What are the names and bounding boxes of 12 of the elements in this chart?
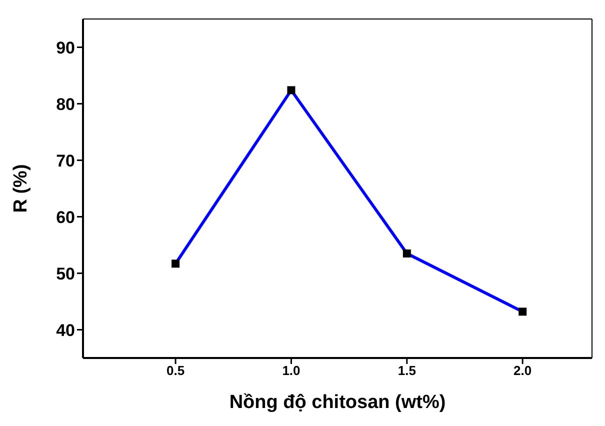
x-tick-label: 2.0 [514, 363, 532, 378]
y-tick-label: 90 [56, 38, 75, 58]
x-axis-title: Nồng độ chitosan (wt%) [229, 392, 446, 413]
x-tick-label: 1.0 [282, 363, 300, 378]
y-axis-title: R (%) [10, 164, 32, 213]
y-tick-label: 70 [56, 151, 75, 170]
y-tick-label: 80 [56, 94, 75, 114]
y-tick-label: 50 [56, 264, 75, 284]
x-tick-label: 1.5 [398, 363, 416, 378]
y-tick-label: 40 [56, 320, 75, 340]
y-tick-label: 60 [56, 208, 75, 227]
x-tick-label: 0.5 [166, 363, 185, 378]
